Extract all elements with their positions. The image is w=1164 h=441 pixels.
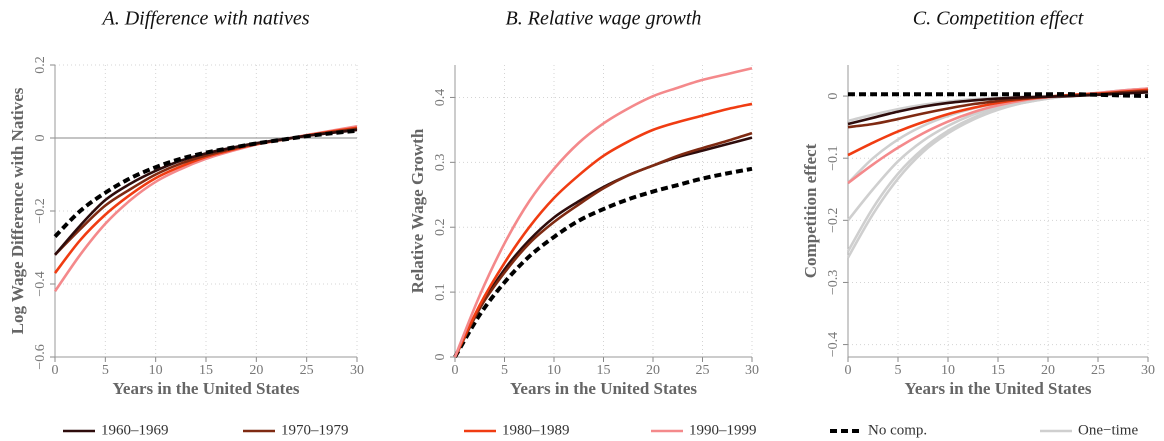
x-tick-label: 20 [249,363,263,378]
x-tick-label: 0 [52,363,59,378]
x-tick-label: 5 [501,363,508,378]
chart-title: B. Relative wage growth [506,8,702,30]
series-line [453,102,753,358]
series-line [847,91,1149,126]
legend-label: 1970–1979 [281,422,349,438]
y-tick-label: 0 [826,93,841,100]
series-line [53,128,358,238]
legend-label: 1980–1989 [502,422,570,438]
y-tick-label: −0.4 [33,271,48,296]
legend-label: 1960–1969 [101,422,169,438]
y-tick-label: 0.2 [33,56,48,74]
y-tick-label: −0.4 [826,332,841,357]
series-line [847,92,1149,99]
legend-label: 1990–1999 [689,422,757,438]
x-axis-label: Years in the United States [510,379,697,398]
x-tick-label: 5 [102,363,109,378]
x-tick-label: 10 [547,363,561,378]
x-tick-label: 5 [895,363,902,378]
y-tick-label: 0.3 [433,154,448,172]
y-tick-label: −0.2 [33,198,48,223]
y-tick-label: −0.2 [826,208,841,233]
x-tick-label: 0 [452,363,459,378]
y-tick-label: 0.2 [433,218,448,236]
chart-title: A. Difference with natives [101,8,310,30]
series-line [453,131,753,358]
legend-label: No comp. [868,422,927,438]
series-line [453,166,753,359]
y-tick-label: 0 [433,354,448,361]
x-tick-label: 15 [199,363,213,378]
y-tick-label: 0.4 [433,89,448,107]
x-axis-label: Years in the United States [905,379,1092,398]
x-tick-label: 30 [745,363,759,378]
x-tick-label: 25 [1091,363,1105,378]
y-tick-label: −0.6 [33,344,48,369]
y-axis-label: Relative Wage Growth [408,128,427,293]
chart-title: C. Competition effect [913,8,1084,30]
y-tick-label: −0.3 [826,270,841,295]
x-tick-label: 0 [845,363,852,378]
series-line [453,136,753,358]
x-tick-label: 10 [941,363,955,378]
x-tick-label: 15 [991,363,1005,378]
y-tick-label: 0.1 [433,283,448,301]
y-axis-label: Competition effect [801,143,820,278]
legend-label: One−time [1078,422,1138,438]
x-axis-label: Years in the United States [113,379,300,398]
x-tick-label: 15 [597,363,611,378]
x-tick-label: 25 [696,363,710,378]
series-line [54,127,358,256]
y-axis-label: Log Wage Difference with Natives [8,87,27,334]
x-tick-label: 20 [1041,363,1055,378]
y-tick-label: −0.1 [826,145,841,170]
x-tick-label: 25 [300,363,314,378]
x-tick-label: 30 [350,363,364,378]
x-tick-label: 10 [149,363,163,378]
series-line [54,128,358,256]
y-tick-label: 0 [33,135,48,142]
x-tick-label: 30 [1141,363,1155,378]
x-tick-label: 20 [646,363,660,378]
series-line [453,66,753,358]
